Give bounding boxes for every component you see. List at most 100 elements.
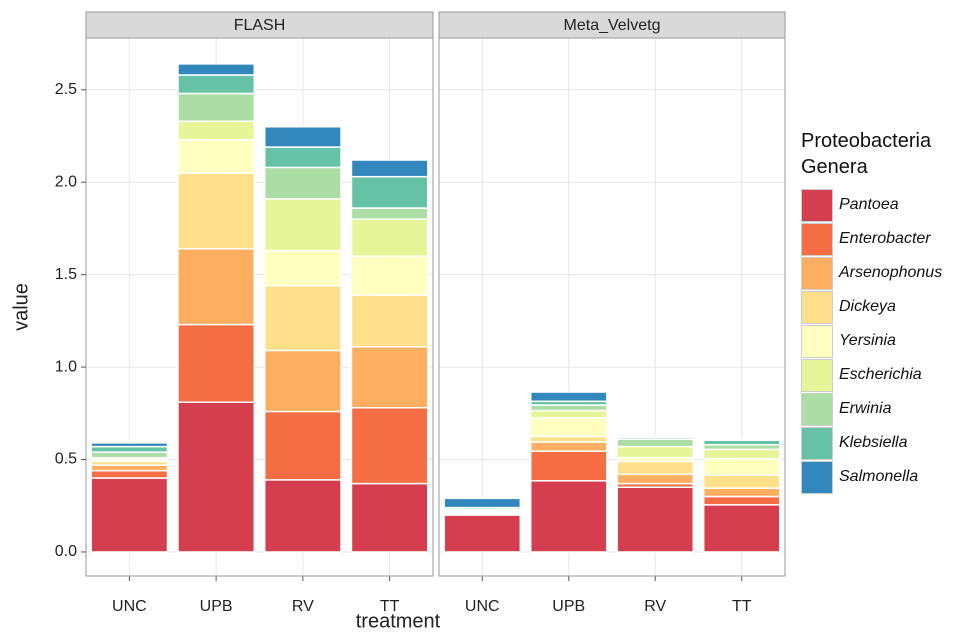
legend-item: Salmonella <box>801 460 967 494</box>
bar-segment <box>177 248 256 326</box>
legend-item: Yersinia <box>801 324 967 358</box>
bar-segment <box>616 486 695 553</box>
bar-segment <box>529 480 608 553</box>
bar-segment <box>350 218 429 257</box>
bar-segment <box>443 514 522 553</box>
legend-item: Escherichia <box>801 358 967 392</box>
legend-key <box>801 460 833 494</box>
bar-segment <box>350 482 429 553</box>
panel-border <box>438 37 786 577</box>
x-tick-label: RV <box>644 598 666 615</box>
bar-segment <box>90 477 169 553</box>
bar-segment <box>263 125 342 148</box>
bar-segment <box>616 435 695 439</box>
bar-segment <box>90 442 169 448</box>
legend-title: Proteobacteria Genera <box>801 130 932 178</box>
bar-segment <box>263 284 342 352</box>
y-tick-label: 0.5 <box>55 451 77 468</box>
bar-segment <box>90 451 169 459</box>
x-tick-label: UPB <box>552 598 585 615</box>
legend: Proteobacteria Genera Pantoea Enterobacte… <box>801 128 967 494</box>
bar-segment <box>177 74 256 95</box>
bar-segment <box>177 138 256 174</box>
bar-segment <box>177 92 256 122</box>
bar-segment <box>529 441 608 452</box>
bar-segment <box>350 407 429 485</box>
legend-label: Arsenophonus <box>839 264 943 281</box>
legend-key <box>801 358 833 392</box>
bar-segment <box>529 435 608 443</box>
y-tick-label: 1.5 <box>55 266 77 283</box>
y-tick-label: 2.5 <box>55 81 77 98</box>
bar-segment <box>350 159 429 178</box>
bar-segment <box>263 166 342 200</box>
legend-key <box>801 222 833 256</box>
x-tick-label: UPB <box>200 598 233 615</box>
bar-segment <box>529 404 608 412</box>
bar-segment <box>529 417 608 438</box>
bar-segment <box>177 120 256 141</box>
legend-key <box>801 324 833 358</box>
bar-segment <box>702 504 781 553</box>
legend-key <box>801 392 833 426</box>
legend-key <box>801 256 833 290</box>
x-axis-label: treatment <box>356 610 441 632</box>
x-tick-label: UNC <box>465 598 500 615</box>
y-axis-label: value <box>10 283 32 331</box>
legend-label: Escherichia <box>839 366 922 383</box>
bar-segment <box>616 473 695 485</box>
strip-label: FLASH <box>234 17 286 34</box>
legend-label: Salmonella <box>839 468 919 485</box>
bar-segment <box>90 469 169 479</box>
bar-segment <box>263 479 342 553</box>
x-tick-label: RV <box>292 598 314 615</box>
bar-segment <box>350 345 429 409</box>
legend-label: Pantoea <box>839 196 899 213</box>
bar-segment <box>177 401 256 553</box>
bar-segment <box>263 249 342 287</box>
legend-item: Dickeya <box>801 290 967 324</box>
x-tick-label: TT <box>732 598 752 615</box>
bar-segment <box>90 464 169 472</box>
bar-segment <box>177 63 256 76</box>
bar-segment <box>616 460 695 476</box>
legend-item: Enterobacter <box>801 222 967 256</box>
bar-segment <box>177 172 256 250</box>
bar-segment <box>263 349 342 413</box>
legend-label: Enterobacter <box>839 230 931 247</box>
bar-segment <box>443 497 522 509</box>
legend-label: Erwinia <box>839 400 892 417</box>
legend-key <box>801 188 833 222</box>
strip <box>438 11 786 39</box>
bar-segment <box>702 495 781 506</box>
legend-item: Klebsiella <box>801 426 967 460</box>
legend-item: Arsenophonus <box>801 256 967 290</box>
bar-segment <box>177 323 256 403</box>
y-tick-label: 1.0 <box>55 358 77 375</box>
bar-segment <box>350 175 429 209</box>
bar-segment <box>616 445 695 459</box>
bar-segment <box>702 457 781 476</box>
bar-segment <box>350 207 429 220</box>
bar-segment <box>529 450 608 482</box>
bar-segment <box>529 409 608 419</box>
bar-segment <box>702 448 781 460</box>
y-tick-label: 0.0 <box>55 543 77 560</box>
strip-label: Meta_Velvetg <box>564 17 661 34</box>
bar-segment <box>702 474 781 489</box>
bar-segment <box>263 198 342 252</box>
legend-label: Yersinia <box>839 332 896 349</box>
legend-key <box>801 426 833 460</box>
bar-segment <box>263 146 342 169</box>
bar-segment <box>702 438 781 441</box>
legend-label: Klebsiella <box>839 434 908 451</box>
legend-item: Erwinia <box>801 392 967 426</box>
y-tick-label: 2.0 <box>55 173 77 190</box>
strip <box>85 11 434 39</box>
bar-segment <box>529 391 608 403</box>
x-tick-label: UNC <box>112 598 147 615</box>
bar-segment <box>90 445 169 453</box>
panel-border <box>85 37 434 577</box>
